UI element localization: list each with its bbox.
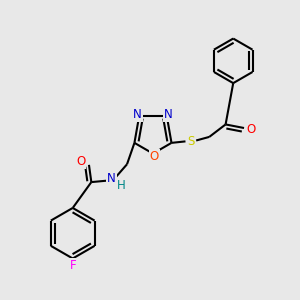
- Text: F: F: [69, 260, 76, 272]
- Text: N: N: [134, 108, 142, 121]
- Text: O: O: [76, 155, 85, 168]
- Text: O: O: [150, 150, 159, 163]
- Text: S: S: [187, 135, 194, 148]
- Text: O: O: [247, 123, 256, 136]
- Text: N: N: [164, 108, 172, 121]
- Text: N: N: [107, 172, 116, 185]
- Text: H: H: [117, 178, 125, 192]
